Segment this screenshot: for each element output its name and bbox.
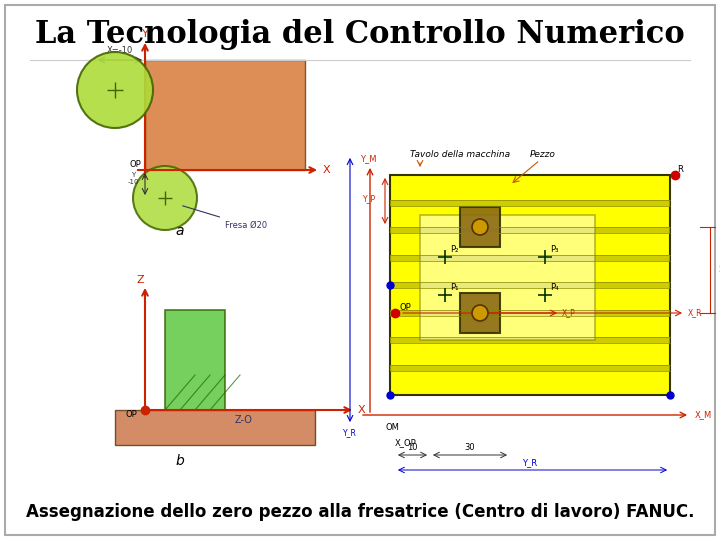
Text: OM: OM (385, 423, 399, 432)
Text: Assegnazione dello zero pezzo alla fresatrice (Centro di lavoro) FANUC.: Assegnazione dello zero pezzo alla fresa… (26, 503, 694, 521)
FancyBboxPatch shape (460, 293, 500, 333)
Text: 5: 5 (718, 266, 720, 274)
Circle shape (77, 52, 153, 128)
Bar (390, 227, 670, 233)
Circle shape (133, 166, 197, 230)
Text: X_P: X_P (562, 308, 576, 318)
Text: Y: Y (142, 29, 148, 39)
Text: a: a (176, 224, 184, 238)
Bar (390, 282, 670, 288)
FancyBboxPatch shape (460, 207, 500, 247)
FancyBboxPatch shape (165, 310, 225, 410)
Text: Y
-10: Y -10 (127, 172, 139, 185)
Text: Z-O: Z-O (235, 415, 253, 425)
Text: b: b (176, 454, 184, 468)
FancyBboxPatch shape (145, 60, 305, 170)
Text: P₂: P₂ (450, 245, 459, 254)
Text: 10: 10 (407, 443, 418, 452)
Text: R: R (677, 165, 683, 174)
Text: X: X (323, 165, 330, 175)
Text: Tavolo della macchina: Tavolo della macchina (410, 150, 510, 159)
Text: Pezzo: Pezzo (530, 150, 556, 159)
Text: X=-10: X=-10 (107, 46, 133, 55)
Text: P₁: P₁ (450, 283, 459, 292)
Text: Fresa Ø20: Fresa Ø20 (183, 206, 267, 230)
Text: OP: OP (130, 160, 142, 169)
Text: OP: OP (400, 303, 412, 312)
Circle shape (472, 219, 488, 235)
Text: La Tecnologia del Controllo Numerico: La Tecnologia del Controllo Numerico (35, 19, 685, 51)
Text: Z: Z (136, 275, 144, 285)
Bar (390, 254, 670, 260)
Text: X: X (358, 405, 366, 415)
Text: Y_P: Y_P (364, 194, 377, 203)
Bar (390, 337, 670, 343)
Circle shape (472, 305, 488, 321)
Text: X_R: X_R (688, 308, 703, 318)
Text: Y_M: Y_M (360, 154, 377, 163)
Text: OP: OP (125, 410, 137, 419)
Bar (390, 309, 670, 315)
Text: X_M: X_M (695, 410, 712, 420)
Text: Y_R: Y_R (343, 428, 357, 437)
FancyBboxPatch shape (115, 410, 315, 445)
Text: X_OP: X_OP (395, 438, 417, 447)
Text: P₄: P₄ (550, 283, 559, 292)
FancyBboxPatch shape (420, 215, 595, 340)
FancyBboxPatch shape (390, 175, 670, 395)
Text: 30: 30 (464, 443, 475, 452)
Text: Y_R: Y_R (523, 458, 538, 467)
Text: P₃: P₃ (550, 245, 559, 254)
Bar (390, 364, 670, 370)
Bar (390, 199, 670, 206)
